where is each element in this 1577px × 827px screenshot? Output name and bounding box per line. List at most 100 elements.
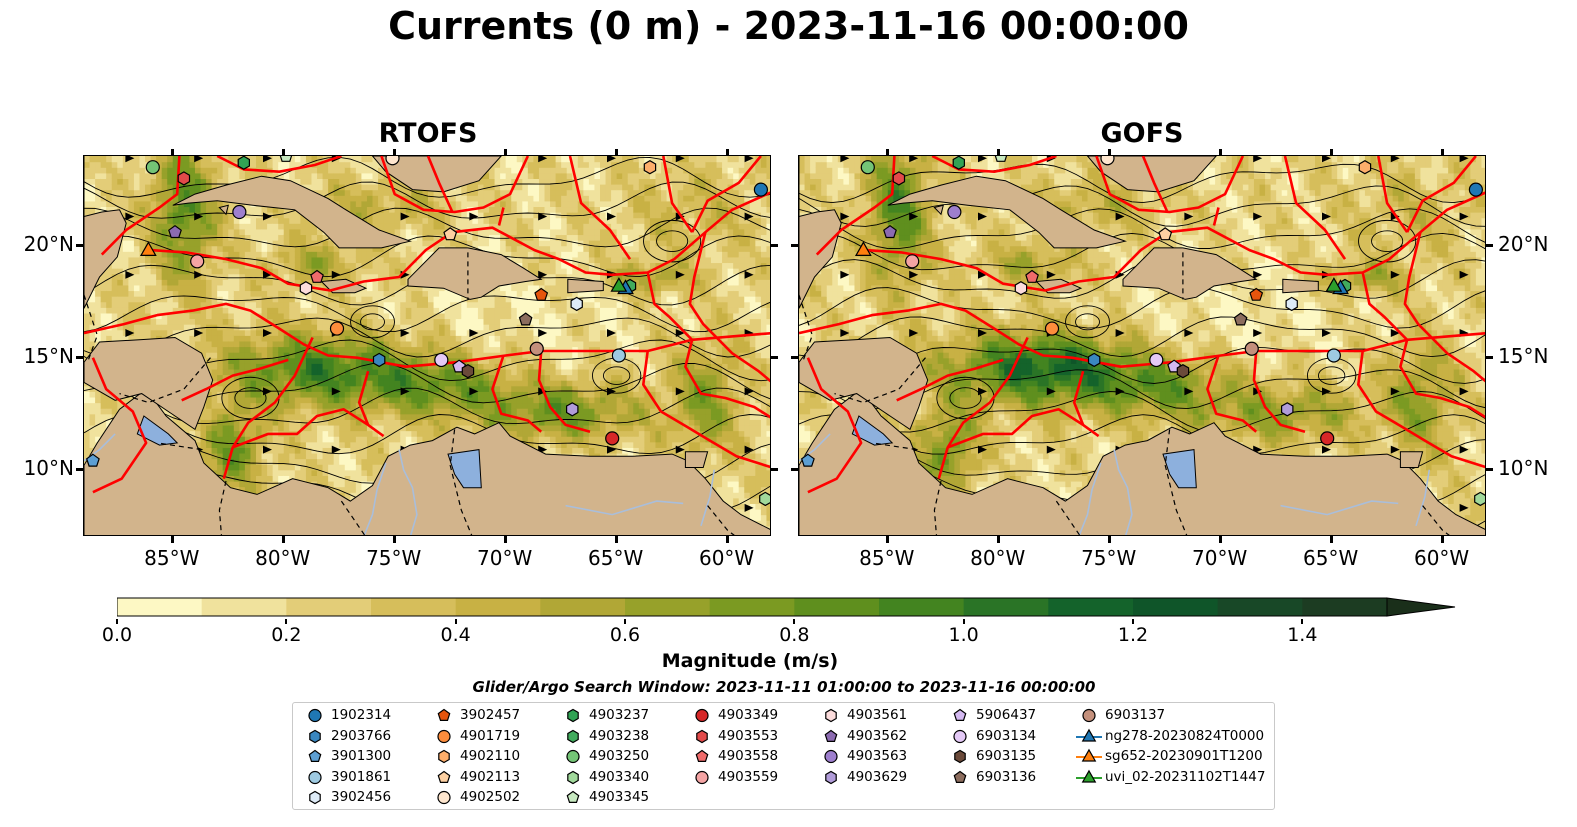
colorbar-segment (625, 598, 711, 616)
colorbar-segment (794, 598, 880, 616)
legend-marker (308, 770, 322, 784)
x-tick-mark (281, 149, 285, 155)
legend-label: 4903250 (589, 748, 650, 764)
colorbar-segment (455, 598, 541, 616)
x-tick-mark (392, 149, 396, 155)
rivers (84, 433, 716, 535)
legend-marker-icon (309, 729, 321, 743)
obs-4903237 (952, 156, 965, 170)
legend-marker (437, 790, 451, 805)
legend-label: 4903553 (718, 727, 779, 744)
y-tick-mark (76, 355, 83, 359)
country-borders (799, 252, 1450, 535)
x-tick-label: 60°W (698, 546, 755, 570)
y-tick-label-left: 20°N (23, 231, 74, 256)
legend-marker-icon (567, 708, 579, 723)
y-tick-label-right: 15°N (1498, 343, 1549, 368)
obs-4903558 (310, 269, 324, 283)
legend-label: 4903238 (589, 727, 650, 744)
x-tick-label: 85°W (144, 546, 200, 570)
legend-marker (308, 749, 322, 762)
colorbar-tick-label: 1.0 (948, 624, 979, 646)
obs-3901861 (1326, 348, 1341, 363)
obs-4903340 (1474, 491, 1485, 507)
x-tick-mark (885, 536, 889, 543)
colorbar-tick-label: 0.8 (779, 624, 810, 646)
obs-4903559 (190, 254, 205, 269)
colorbar-tick-mark (116, 619, 118, 624)
legend-label: 4903562 (847, 727, 908, 744)
legend-marker-icon (437, 708, 451, 721)
obs-4903237 (237, 156, 250, 170)
colorbar-outline (116, 597, 1387, 617)
x-tick-mark (503, 536, 507, 543)
legend-marker-icon (953, 708, 967, 721)
y-tick-mark (791, 355, 798, 359)
obs-4903345 (279, 156, 293, 162)
obs-4903345 (994, 156, 1008, 162)
legend-marker-icon (696, 729, 708, 743)
legend-marker (953, 770, 967, 783)
legend-label: 6903135 (976, 748, 1037, 764)
legend-label: 4902110 (460, 748, 521, 764)
x-tick-mark (996, 536, 1000, 543)
legend-marker (695, 770, 709, 784)
x-tick-mark (725, 536, 729, 543)
obs-4902110 (1358, 160, 1372, 175)
obs-4903340 (759, 491, 770, 507)
obs-3901861 (611, 348, 626, 363)
colorbar-tick-mark (285, 619, 288, 624)
legend-marker-icon (309, 790, 321, 805)
y-tick-label-left: 10°N (23, 455, 74, 480)
legend-marker-icon (695, 749, 709, 762)
legend-label: 4903345 (589, 789, 650, 805)
legend-label: 6903137 (1105, 707, 1166, 723)
obs-4903561 (1014, 281, 1028, 296)
legend-marker (566, 749, 580, 764)
rtofs-map-svg (84, 156, 770, 535)
obs-4902113 (1158, 227, 1173, 241)
colorbar-segment (1048, 598, 1134, 616)
x-tick-mark (614, 536, 618, 543)
obs-6903134 (434, 352, 449, 368)
colorbar-segment (1217, 598, 1303, 616)
eez-boundaries (84, 156, 770, 494)
obs-4903349 (1320, 431, 1335, 446)
obs-4902502 (385, 156, 400, 166)
legend-marker-icon (437, 770, 451, 783)
legend-marker-icon (567, 729, 579, 743)
legend-marker (567, 770, 579, 784)
legend-marker-icon (1076, 748, 1102, 762)
legend-label: 4903558 (718, 748, 779, 764)
legend: 1902314 2903766 3901300 3901861 3902456 39024… (292, 702, 1275, 810)
rtofs-map-panel (83, 155, 771, 536)
legend-marker (1081, 769, 1097, 783)
obs-6903135 (1176, 364, 1190, 379)
colorbar-segment (709, 598, 795, 616)
colorbar-tick-label: 1.2 (1117, 624, 1149, 646)
legend-marker-icon (695, 708, 709, 723)
colorbar-segment (286, 598, 372, 616)
obs-4903250 (145, 160, 160, 175)
x-tick-mark (1329, 536, 1333, 543)
colorbar-segment (201, 598, 287, 616)
x-tick-mark (725, 149, 729, 155)
obs-4903563 (232, 204, 247, 220)
x-tick-label: 75°W (1081, 546, 1137, 570)
x-tick-mark (1440, 536, 1444, 543)
legend-label: 5906437 (976, 707, 1037, 723)
legend-marker (825, 770, 837, 784)
obs-6903137 (529, 341, 544, 356)
panel-title-gofs: GOFS (1100, 118, 1184, 149)
obs-4903553 (892, 171, 906, 186)
country-borders (84, 252, 735, 535)
x-tick-mark (614, 149, 618, 155)
obs-4903558 (1025, 269, 1039, 283)
colorbar-svg (116, 597, 1456, 617)
obs-sg652-20230901T1200 (139, 241, 157, 256)
legend-marker-icon (695, 770, 709, 784)
legend-label: 1902314 (331, 707, 392, 723)
obs-3902456 (570, 296, 583, 312)
panel-title-rtofs: RTOFS (378, 118, 478, 149)
obs-4901719 (1044, 321, 1060, 336)
